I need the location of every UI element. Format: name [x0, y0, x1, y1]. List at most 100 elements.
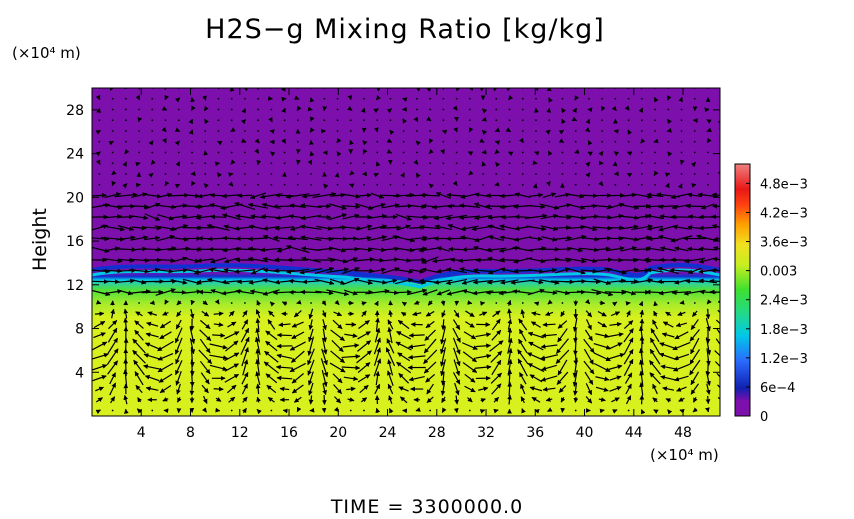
wind-vector	[507, 318, 513, 330]
wind-vector	[577, 279, 601, 285]
wind-vector	[715, 319, 720, 325]
wind-vector	[626, 172, 633, 178]
wind-vector	[429, 130, 432, 132]
wind-vector	[387, 326, 393, 344]
wind-vector	[310, 116, 315, 122]
wind-vector	[413, 116, 419, 123]
wind-vector	[545, 311, 554, 316]
wind-vector	[627, 119, 630, 122]
wind-vector	[584, 371, 594, 385]
wind-vector	[309, 97, 315, 103]
wind-vector	[639, 309, 645, 318]
wind-vector	[567, 193, 585, 199]
wind-vector	[442, 183, 445, 186]
wind-vector	[386, 338, 395, 354]
wind-vector	[540, 375, 558, 382]
wind-vector	[627, 97, 630, 100]
wind-vector	[190, 180, 196, 187]
wind-vector	[479, 409, 486, 414]
wind-vector	[95, 94, 101, 101]
wind-vector	[100, 225, 125, 232]
wind-vector	[301, 193, 320, 199]
wind-vector	[652, 319, 659, 330]
wind-vector	[224, 352, 240, 362]
wind-vector	[680, 130, 683, 132]
wind-vector	[412, 311, 422, 317]
wind-vector	[199, 338, 211, 354]
wind-vector	[614, 140, 617, 143]
x-tick-label: 28	[428, 425, 446, 441]
wind-vector	[574, 173, 577, 175]
wind-vector	[143, 193, 162, 199]
wind-vector	[540, 344, 558, 349]
wind-vector	[249, 192, 267, 199]
wind-vector	[670, 235, 693, 243]
wind-vector	[130, 215, 149, 221]
wind-vector	[620, 192, 637, 198]
colorbar-label: 6e−4	[760, 381, 795, 396]
wind-vector	[359, 384, 369, 394]
wind-vector	[402, 97, 408, 102]
wind-vector	[212, 333, 226, 338]
wind-vector	[480, 398, 486, 403]
x-tick-label: 16	[280, 425, 298, 441]
wind-vector	[429, 162, 432, 165]
colorbar-label: 2.4e−3	[760, 294, 808, 309]
wind-vector	[591, 288, 614, 297]
wind-vector	[256, 396, 261, 403]
wind-vector	[712, 256, 720, 262]
wind-vector	[387, 359, 394, 376]
wind-vector	[244, 97, 246, 100]
wind-vector	[315, 290, 334, 296]
wind-vector	[349, 119, 352, 122]
wind-vector	[145, 386, 159, 391]
y-axis: 4 8 12 16 20 24 28	[66, 103, 720, 381]
wind-vector	[521, 151, 524, 154]
wind-vector	[529, 386, 543, 392]
wind-vector	[667, 118, 672, 125]
wind-vector	[587, 140, 593, 146]
wind-vector	[640, 409, 646, 415]
wind-vector	[123, 317, 129, 331]
x-axis-unit: (×10⁴ m)	[650, 446, 719, 464]
wind-vector	[138, 151, 140, 154]
wind-vector	[555, 338, 569, 354]
wind-vector	[190, 299, 196, 306]
wind-vector	[706, 137, 712, 144]
wind-vector	[600, 105, 606, 112]
wind-vector	[491, 329, 502, 341]
wind-vector	[492, 310, 501, 318]
wind-vector	[321, 310, 327, 318]
wind-vector	[692, 396, 698, 403]
wind-vector	[468, 183, 471, 186]
wind-vector	[199, 329, 212, 342]
wind-vector	[531, 311, 541, 317]
wind-vector	[276, 353, 293, 360]
interface-wave	[92, 88, 720, 282]
wind-vector	[481, 161, 487, 167]
wind-vector	[204, 162, 207, 165]
wind-vector	[547, 299, 553, 305]
wind-vector	[376, 140, 379, 143]
wind-vector	[535, 140, 537, 143]
wind-vector	[540, 354, 558, 361]
wind-vector	[585, 161, 591, 167]
wind-vector	[690, 371, 700, 386]
wind-vector	[132, 279, 147, 285]
wind-vector	[627, 409, 630, 412]
x-tick-label: 20	[329, 425, 347, 441]
wind-vector	[580, 225, 598, 232]
wind-vector	[157, 340, 174, 352]
wind-vector	[336, 130, 339, 132]
wind-vector	[626, 310, 631, 318]
wind-vector	[144, 342, 160, 350]
wind-vector	[639, 318, 645, 331]
wind-vector	[494, 149, 500, 155]
wind-vector	[711, 192, 720, 198]
wind-vector	[440, 319, 446, 331]
wind-vector	[583, 360, 595, 375]
wind-vector	[360, 397, 368, 403]
wind-vector	[566, 203, 586, 210]
wind-vector	[707, 162, 709, 165]
